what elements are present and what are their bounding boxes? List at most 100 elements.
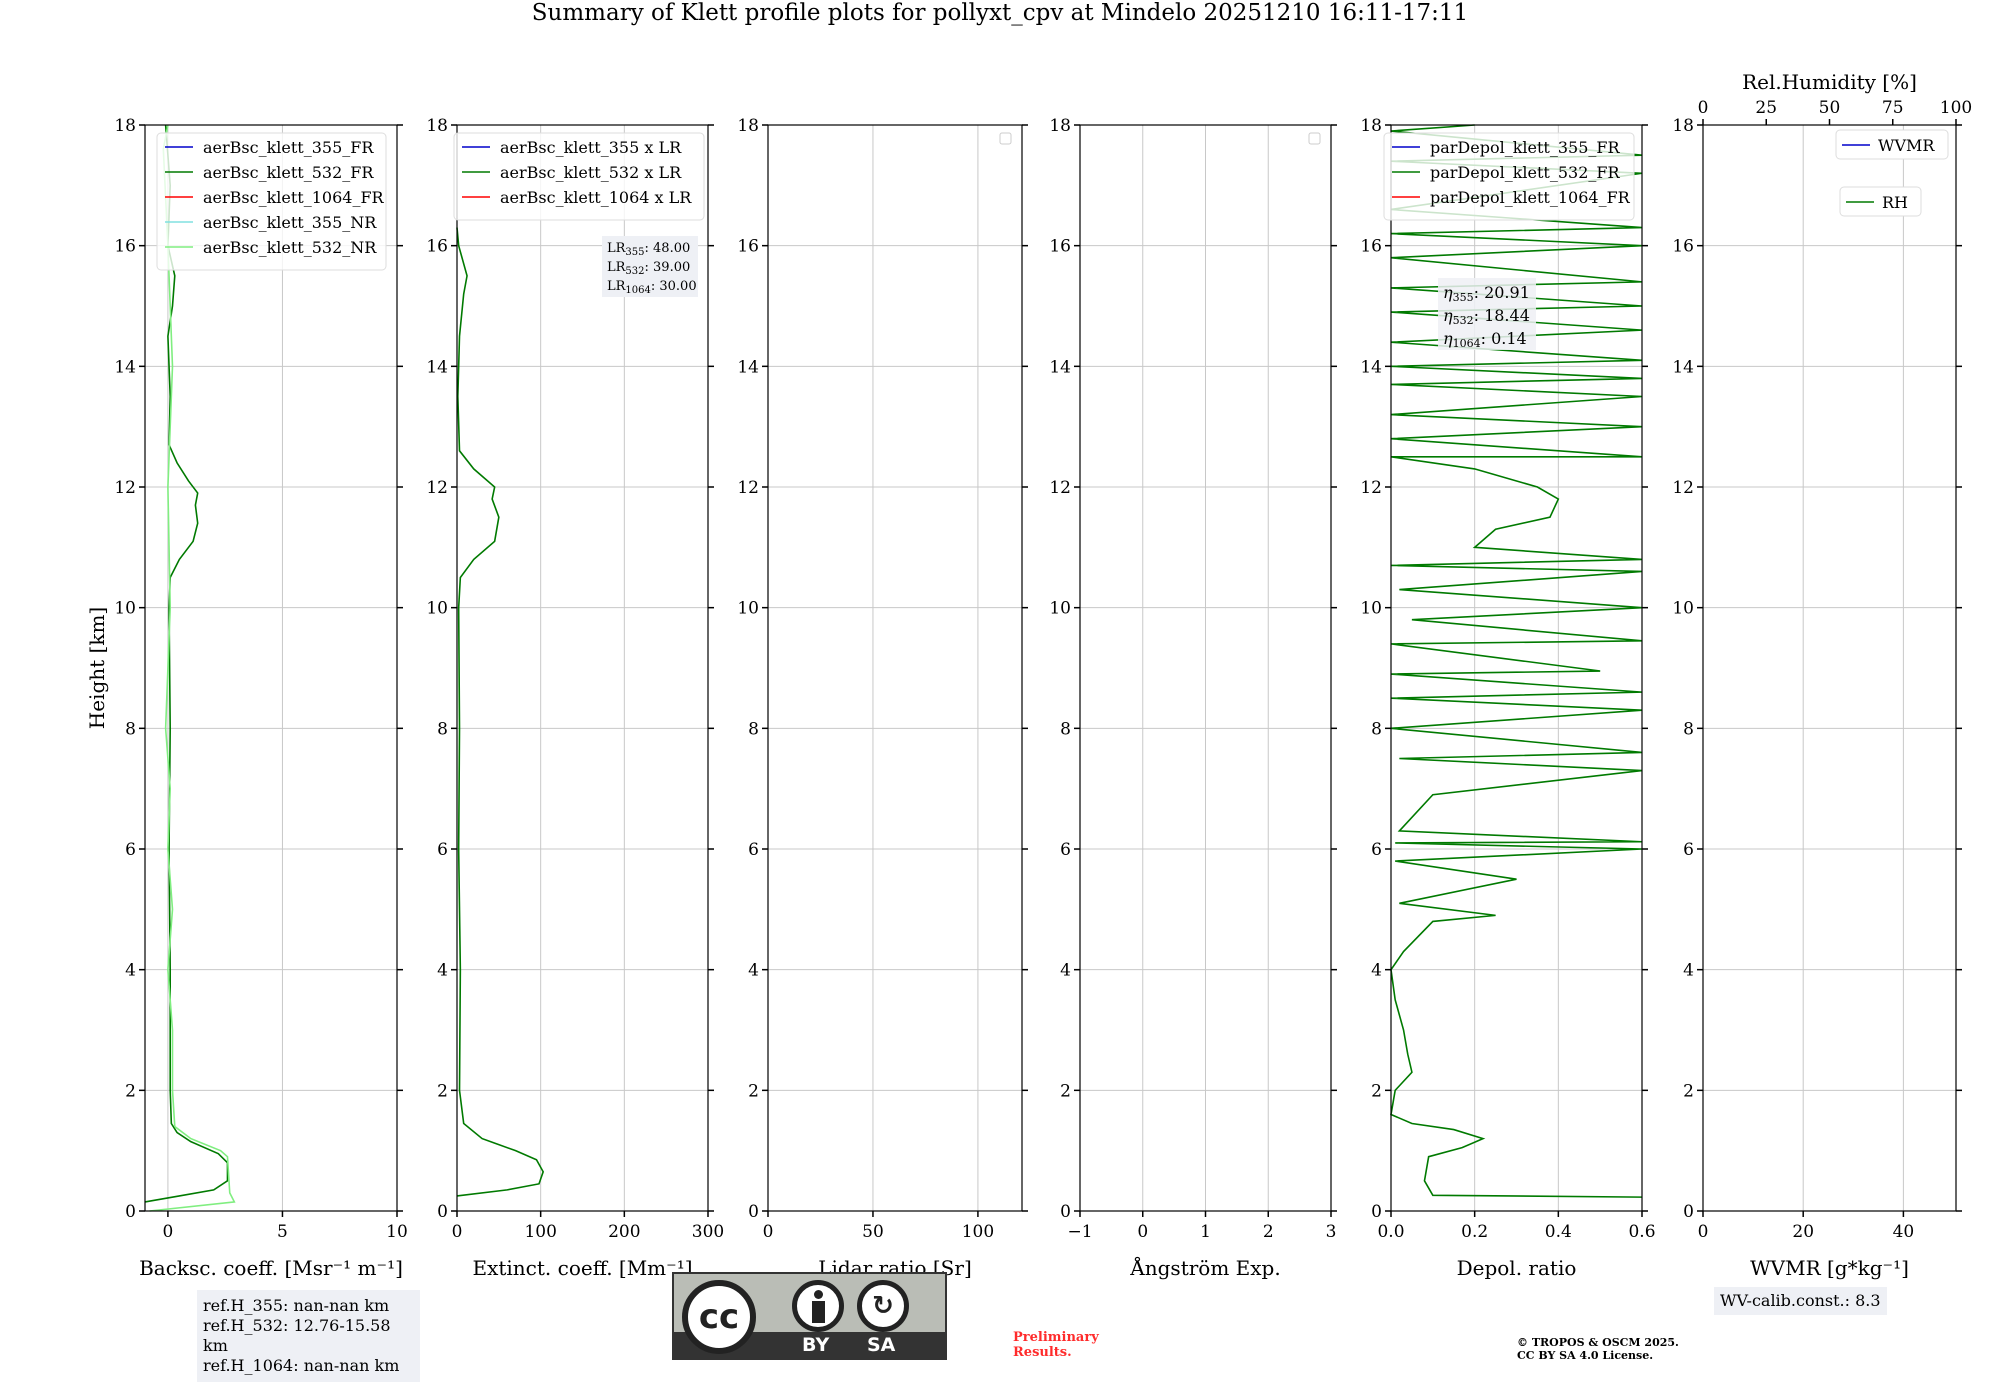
y-tick-label: 0 [125, 1202, 136, 1222]
y-tick-label: 12 [1360, 478, 1382, 498]
legend-label: aerBsc_klett_1064_FR [203, 188, 385, 207]
x-tick-label: 0 [763, 1222, 774, 1242]
y-tick-label: 6 [1060, 840, 1071, 860]
y-tick-label: 8 [125, 719, 136, 739]
top-x-tick-label: 25 [1755, 98, 1777, 118]
empty-legend-box [1308, 132, 1321, 145]
y-tick-label: 12 [114, 478, 136, 498]
lidar-ratio-annotation: LR532: 39.00 [607, 260, 690, 277]
y-tick-label: 14 [1049, 357, 1071, 377]
x-tick-label: 2 [1263, 1222, 1274, 1242]
axes-frame [1390, 124, 1643, 1212]
annotation-box [1438, 278, 1536, 350]
legend: aerBsc_klett_355_FR aerBsc_klett_532_FRae… [156, 132, 387, 271]
legend-frame [156, 132, 387, 271]
y-tick-label: 8 [748, 719, 759, 739]
legend-frame [1835, 129, 1949, 160]
x-tick-label: −1 [1067, 1222, 1092, 1242]
attribution-person-icon [792, 1280, 844, 1332]
y-tick-label: 12 [1049, 478, 1071, 498]
preliminary-results-note: Preliminary Results. [1013, 1330, 1099, 1360]
y-tick-label: 8 [1371, 719, 1382, 739]
preliminary-line-2: Results. [1013, 1345, 1072, 1360]
y-tick-label: 2 [1060, 1081, 1071, 1101]
legend-frame [453, 132, 705, 221]
x-tick-label: 1 [1200, 1222, 1211, 1242]
x-tick-label: 100 [962, 1222, 994, 1242]
panel-wvmr: 0 20 40 0 2 4 6 8 10 12 14 16 18 WVMR [g*kg⁻¹] 0 25 50 75… [1672, 70, 1972, 1280]
y-tick-label: 2 [748, 1081, 759, 1101]
preliminary-line-1: Preliminary [1013, 1330, 1099, 1345]
series-line-aerBsc_klett_532 x LR [456, 227, 545, 1197]
legend-frame [1383, 132, 1635, 221]
y-tick-label: 10 [114, 599, 136, 619]
y-tick-label: 16 [1049, 237, 1071, 257]
y-tick-label: 2 [1683, 1081, 1694, 1101]
x-tick-label: 3 [1326, 1222, 1337, 1242]
y-tick-label: 10 [426, 599, 448, 619]
axes-frame [767, 124, 1023, 1212]
y-tick-label: 0 [437, 1202, 448, 1222]
y-tick-label: 6 [125, 840, 136, 860]
legend-label: parDepol_klett_1064_FR [1430, 188, 1631, 207]
y-tick-label: 12 [1672, 478, 1694, 498]
x-tick-label: 5 [277, 1222, 288, 1242]
y-tick-label: 18 [1672, 116, 1694, 136]
legend-label: aerBsc_klett_532_FR [203, 163, 374, 182]
eta-annotation: η1064: 0.14 [1443, 329, 1527, 350]
x-tick-label: 300 [692, 1222, 724, 1242]
y-tick-label: 18 [426, 116, 448, 136]
x-axis-label: Extinct. coeff. [Mm⁻¹] [472, 1256, 692, 1280]
copyright-note: © TROPOS & OSCM 2025. CC BY SA 4.0 Licen… [1517, 1336, 1679, 1362]
y-tick-label: 8 [437, 719, 448, 739]
y-tick-label: 4 [748, 961, 759, 981]
eta-annotation: η355: 20.91 [1443, 283, 1530, 304]
x-tick-label: 40 [1893, 1222, 1915, 1242]
ref-height-532: ref.H_532: 12.76-15.58 km [203, 1316, 391, 1355]
reference-height-box: ref.H_355: nan-nan km ref.H_532: 12.76-1… [197, 1290, 420, 1382]
legend-label: aerBsc_klett_355_FR [203, 138, 374, 157]
y-tick-label: 6 [748, 840, 759, 860]
lidar-ratio-annotation: LR355: 48.00 [607, 241, 690, 258]
copyright-line-2: CC BY SA 4.0 License. [1517, 1349, 1654, 1362]
top-x-axis-label: Rel.Humidity [%] [1742, 70, 1917, 94]
y-tick-label: 6 [1371, 840, 1382, 860]
axes-frame [1702, 124, 1957, 1212]
series-line-parDepol_klett_532_FR [1390, 124, 1643, 1198]
y-tick-label: 12 [426, 478, 448, 498]
wv-calib-const: WV-calib.const.: 8.3 [1720, 1291, 1881, 1310]
copyright-line-1: © TROPOS & OSCM 2025. [1517, 1336, 1679, 1349]
y-tick-label: 12 [737, 478, 759, 498]
y-tick-label: 0 [1371, 1202, 1382, 1222]
y-tick-label: 8 [1060, 719, 1071, 739]
lidar-ratio-annotation: LR1064: 30.00 [607, 279, 697, 296]
y-tick-label: 10 [1049, 599, 1071, 619]
x-tick-label: 0 [452, 1222, 463, 1242]
x-tick-label: 100 [524, 1222, 556, 1242]
annotation-box [602, 236, 698, 297]
y-tick-label: 2 [125, 1081, 136, 1101]
y-tick-label: 18 [737, 116, 759, 136]
x-tick-label: 20 [1792, 1222, 1814, 1242]
panel-depol: 0.0 0.2 0.4 0.6 0 2 4 6 8 10 12 14 16 18 Depol. ratio p… [1360, 116, 1655, 1280]
top-x-tick-label: 50 [1819, 98, 1841, 118]
ref-height-1064: ref.H_1064: nan-nan km [203, 1356, 400, 1375]
y-tick-label: 16 [1672, 237, 1694, 257]
panel-extinction: 0 100 200 300 0 2 4 6 8 10 12 14 16 18 Extinct. coeff.… [426, 116, 724, 1280]
y-tick-label: 16 [737, 237, 759, 257]
y-tick-label: 4 [1060, 961, 1071, 981]
y-tick-label: 14 [737, 357, 759, 377]
legend-label: aerBsc_klett_355_NR [203, 213, 377, 232]
series-line-aerBsc_klett_532_FR [144, 124, 229, 1203]
x-tick-label: 200 [608, 1222, 640, 1242]
y-tick-label: 6 [1683, 840, 1694, 860]
y-tick-label: 14 [1360, 357, 1382, 377]
y-tick-label: 14 [1672, 357, 1694, 377]
x-tick-label: 0.6 [1628, 1222, 1655, 1242]
legend-label: aerBsc_klett_532 x LR [500, 163, 682, 182]
y-tick-label: 4 [1371, 961, 1382, 981]
y-tick-label: 18 [1360, 116, 1382, 136]
y-tick-label: 16 [1360, 237, 1382, 257]
x-axis-label: Backsc. coeff. [Msr⁻¹ m⁻¹] [139, 1256, 403, 1280]
